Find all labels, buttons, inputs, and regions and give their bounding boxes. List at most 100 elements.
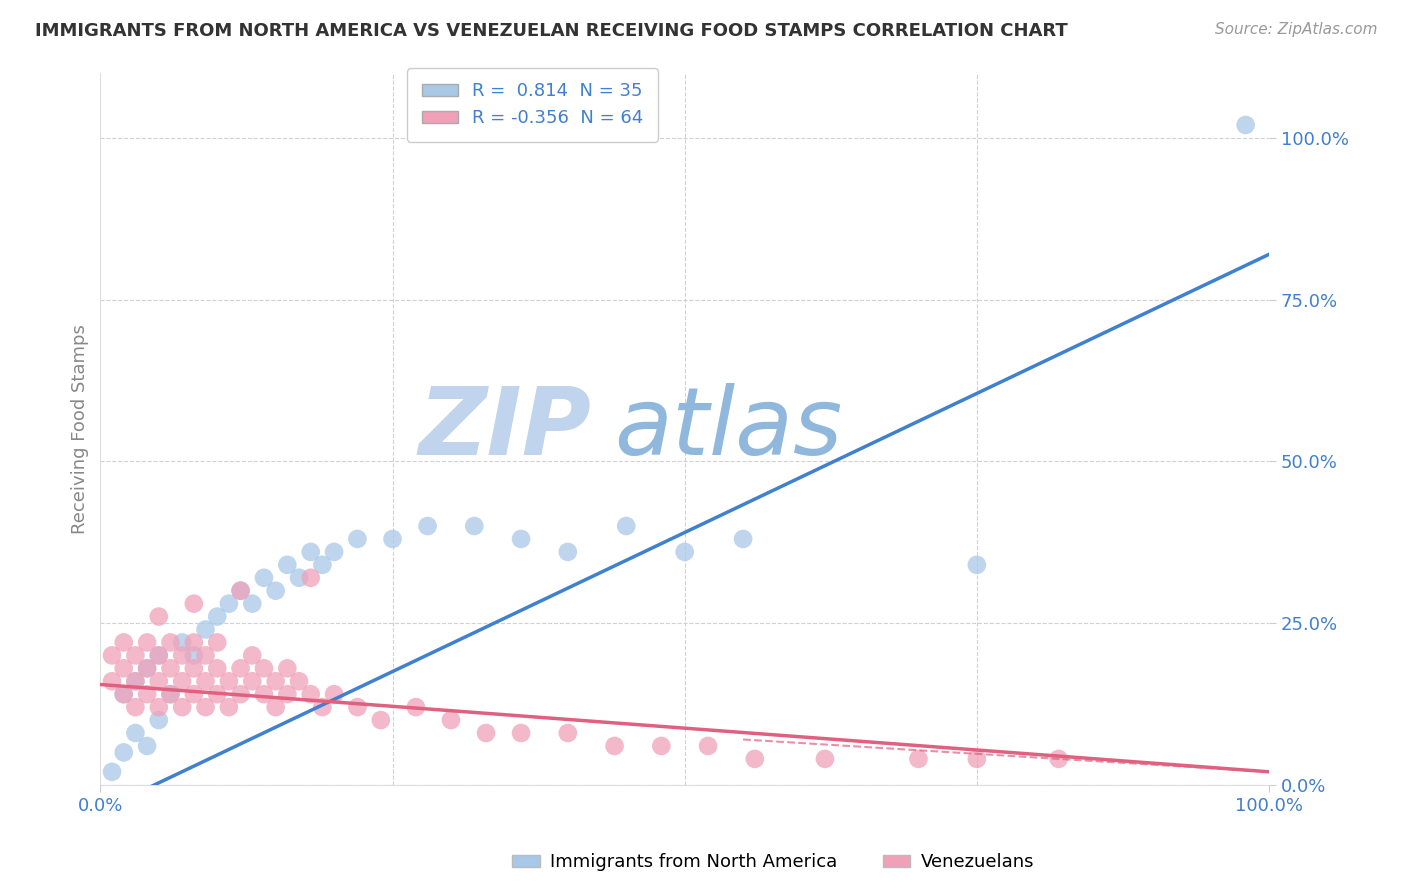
Point — [159, 687, 181, 701]
Point — [276, 661, 298, 675]
Point — [124, 674, 146, 689]
Point — [136, 739, 159, 753]
Point — [733, 532, 755, 546]
Point — [124, 648, 146, 663]
Point — [148, 609, 170, 624]
Point — [510, 726, 533, 740]
Point — [205, 687, 228, 701]
Point — [194, 700, 217, 714]
Text: IMMIGRANTS FROM NORTH AMERICA VS VENEZUELAN RECEIVING FOOD STAMPS CORRELATION CH: IMMIGRANTS FROM NORTH AMERICA VS VENEZUE… — [35, 22, 1069, 40]
Point — [240, 674, 263, 689]
Point — [159, 687, 181, 701]
Point — [299, 687, 322, 701]
Point — [229, 583, 252, 598]
Point — [253, 571, 276, 585]
Point — [136, 661, 159, 675]
Legend: Immigrants from North America, Venezuelans: Immigrants from North America, Venezuela… — [505, 847, 1042, 879]
Point — [136, 635, 159, 649]
Point — [124, 674, 146, 689]
Point — [229, 661, 252, 675]
Point — [218, 597, 240, 611]
Point — [673, 545, 696, 559]
Point — [183, 661, 205, 675]
Point — [183, 648, 205, 663]
Point — [205, 661, 228, 675]
Point — [172, 648, 194, 663]
Point — [299, 571, 322, 585]
Point — [440, 713, 463, 727]
Point — [112, 746, 135, 760]
Point — [240, 648, 263, 663]
Point — [229, 583, 252, 598]
Point — [650, 739, 672, 753]
Point — [966, 558, 988, 572]
Point — [172, 700, 194, 714]
Y-axis label: Receiving Food Stamps: Receiving Food Stamps — [72, 324, 89, 534]
Point — [288, 571, 311, 585]
Point — [264, 700, 287, 714]
Point — [218, 674, 240, 689]
Point — [557, 545, 579, 559]
Point — [205, 635, 228, 649]
Point — [253, 687, 276, 701]
Point — [299, 545, 322, 559]
Point — [744, 752, 766, 766]
Point — [381, 532, 404, 546]
Point — [276, 687, 298, 701]
Point — [101, 648, 124, 663]
Point — [172, 635, 194, 649]
Point — [557, 726, 579, 740]
Point — [205, 609, 228, 624]
Point — [229, 687, 252, 701]
Point — [346, 700, 368, 714]
Point — [697, 739, 720, 753]
Point — [194, 623, 217, 637]
Point — [101, 764, 124, 779]
Point — [148, 648, 170, 663]
Point — [112, 635, 135, 649]
Point — [814, 752, 837, 766]
Point — [475, 726, 498, 740]
Point — [323, 545, 346, 559]
Point — [370, 713, 392, 727]
Point — [264, 583, 287, 598]
Point — [148, 713, 170, 727]
Point — [311, 558, 333, 572]
Point — [288, 674, 311, 689]
Point — [240, 597, 263, 611]
Point — [159, 661, 181, 675]
Point — [276, 558, 298, 572]
Point — [159, 635, 181, 649]
Point — [148, 674, 170, 689]
Point — [218, 700, 240, 714]
Text: atlas: atlas — [614, 384, 842, 475]
Legend: R =  0.814  N = 35, R = -0.356  N = 64: R = 0.814 N = 35, R = -0.356 N = 64 — [408, 68, 658, 142]
Point — [311, 700, 333, 714]
Point — [194, 674, 217, 689]
Point — [112, 661, 135, 675]
Point — [253, 661, 276, 675]
Point — [323, 687, 346, 701]
Point — [614, 519, 637, 533]
Point — [1234, 118, 1257, 132]
Point — [603, 739, 626, 753]
Point — [136, 687, 159, 701]
Text: ZIP: ZIP — [419, 383, 591, 475]
Point — [1047, 752, 1070, 766]
Point — [148, 700, 170, 714]
Point — [194, 648, 217, 663]
Point — [416, 519, 439, 533]
Point — [124, 726, 146, 740]
Point — [124, 700, 146, 714]
Point — [136, 661, 159, 675]
Point — [907, 752, 929, 766]
Point — [148, 648, 170, 663]
Point — [101, 674, 124, 689]
Point — [510, 532, 533, 546]
Point — [172, 674, 194, 689]
Point — [346, 532, 368, 546]
Point — [183, 635, 205, 649]
Point — [264, 674, 287, 689]
Point — [112, 687, 135, 701]
Point — [183, 597, 205, 611]
